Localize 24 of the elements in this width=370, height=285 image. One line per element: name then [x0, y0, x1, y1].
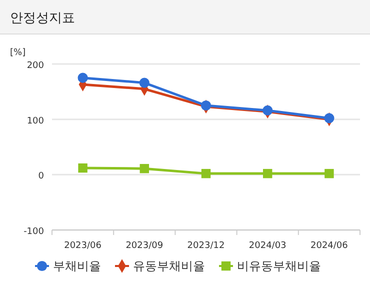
point: [324, 168, 334, 178]
point: [262, 168, 272, 178]
point: [200, 100, 212, 111]
point: [201, 168, 211, 178]
legend-label: 유동부채비율: [133, 259, 205, 273]
point: [324, 113, 334, 124]
y-tick-label: 0: [38, 172, 44, 182]
x-tick-label: 2024/03: [248, 241, 286, 251]
y-axis-title: [%]: [10, 48, 26, 58]
x-tick-label: 2023/06: [64, 241, 102, 251]
point: [140, 164, 150, 174]
legend-label: 부채비율: [53, 259, 101, 273]
point: [262, 105, 273, 116]
point: [139, 78, 150, 88]
x-tick-label: 2024/06: [310, 241, 348, 251]
chart-title: 안정성지표: [10, 11, 75, 26]
y-tick-label: 100: [26, 116, 44, 126]
point: [78, 72, 88, 83]
y-tick-label: -100: [24, 227, 44, 237]
y-tick-label: 200: [26, 61, 44, 71]
legend-label: 비유동부채비율: [237, 259, 321, 273]
x-tick-label: 2023/09: [126, 241, 164, 251]
x-tick-label: 2023/12: [187, 241, 225, 251]
point: [78, 163, 88, 173]
